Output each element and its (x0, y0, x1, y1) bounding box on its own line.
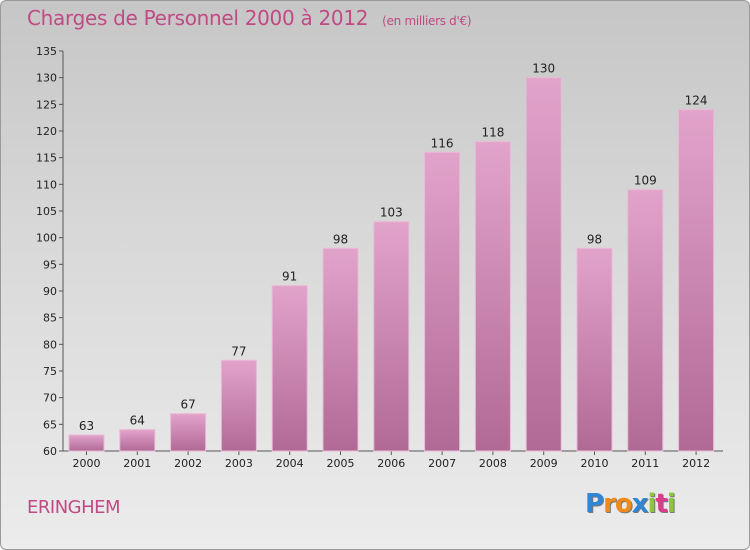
value-label-2010: 98 (587, 232, 602, 246)
y-tick-label: 130 (36, 72, 57, 85)
bars (68, 77, 715, 452)
chart-title-text: Charges de Personnel 2000 à 2012 (27, 6, 369, 30)
y-tick-label: 110 (36, 178, 57, 191)
bar-2012[interactable] (678, 109, 715, 452)
x-tick-label: 2007 (428, 457, 456, 470)
bar-2006[interactable] (373, 221, 410, 452)
x-tick-label: 2009 (530, 457, 558, 470)
value-label-2004: 91 (282, 270, 297, 284)
logo-letter: P (585, 489, 604, 519)
x-tick-label: 2003 (225, 457, 253, 470)
y-tick-label: 120 (36, 125, 57, 138)
y-tick-label: 125 (36, 98, 57, 111)
commune-name: ERINGHEM (27, 497, 121, 518)
y-tick-label: 80 (43, 338, 57, 351)
x-tick-label: 2008 (479, 457, 507, 470)
value-label-2007: 116 (431, 136, 454, 150)
x-tick-label: 2012 (682, 457, 710, 470)
x-tick-label: 2002 (174, 457, 202, 470)
value-labels: 63 64 67 77 91 98 103 116 118 130 98 109 124 (79, 62, 708, 433)
logo-letter: i (647, 489, 657, 519)
x-tick-label: 2000 (73, 457, 101, 470)
bar-2004[interactable] (271, 285, 308, 452)
value-label-2009: 130 (532, 62, 555, 76)
bar-2003[interactable] (220, 359, 257, 452)
proxiti-logo[interactable]: Proxiti (585, 489, 676, 519)
logo-letter: i (666, 489, 676, 519)
chart-subtitle: (en milliers d'€) (382, 14, 472, 28)
logo-letter: t (655, 489, 667, 519)
y-tick-label: 95 (43, 258, 57, 271)
y-tick-label: 60 (43, 445, 57, 458)
value-label-2005: 98 (333, 232, 348, 246)
value-label-2006: 103 (380, 206, 403, 220)
y-tick-label: 75 (43, 365, 57, 378)
value-label-2003: 77 (231, 344, 246, 358)
x-tick-label: 2006 (377, 457, 405, 470)
value-label-2002: 67 (180, 398, 195, 412)
y-tick-label: 105 (36, 205, 57, 218)
y-tick-label: 70 (43, 392, 57, 405)
value-label-2012: 124 (685, 94, 708, 108)
value-label-2008: 118 (481, 126, 504, 140)
y-tick-label: 115 (36, 152, 57, 165)
bar-2005[interactable] (322, 247, 359, 452)
y-tick-label: 135 (36, 45, 57, 58)
bar-2010[interactable] (576, 247, 613, 452)
axes: 60 65 70 75 80 85 90 95 100 105 110 115 120 125 130 135… (36, 45, 723, 470)
y-tick-label: 65 (43, 418, 57, 431)
y-tick-label: 90 (43, 285, 57, 298)
x-tick-label: 2011 (631, 457, 659, 470)
value-label-2001: 64 (130, 414, 145, 428)
bar-2009[interactable] (525, 77, 562, 452)
x-tick-label: 2001 (123, 457, 151, 470)
bar-2007[interactable] (424, 151, 461, 452)
bar-2001[interactable] (119, 429, 156, 452)
value-label-2011: 109 (634, 174, 657, 188)
bar-2002[interactable] (170, 413, 207, 452)
y-tick-label: 100 (36, 232, 57, 245)
logo-letter: r (603, 489, 616, 519)
chart-title: Charges de Personnel 2000 à 2012 (en mill… (27, 6, 472, 30)
logo-letter: o (614, 489, 633, 519)
value-label-2000: 63 (79, 419, 94, 433)
x-tick-label: 2005 (327, 457, 355, 470)
x-tick-label: 2010 (581, 457, 609, 470)
bar-2008[interactable] (474, 141, 511, 452)
bar-2000[interactable] (68, 434, 105, 452)
y-tick-label: 85 (43, 312, 57, 325)
bar-2011[interactable] (627, 189, 664, 452)
logo-letter: x (631, 489, 649, 519)
x-tick-label: 2004 (276, 457, 304, 470)
